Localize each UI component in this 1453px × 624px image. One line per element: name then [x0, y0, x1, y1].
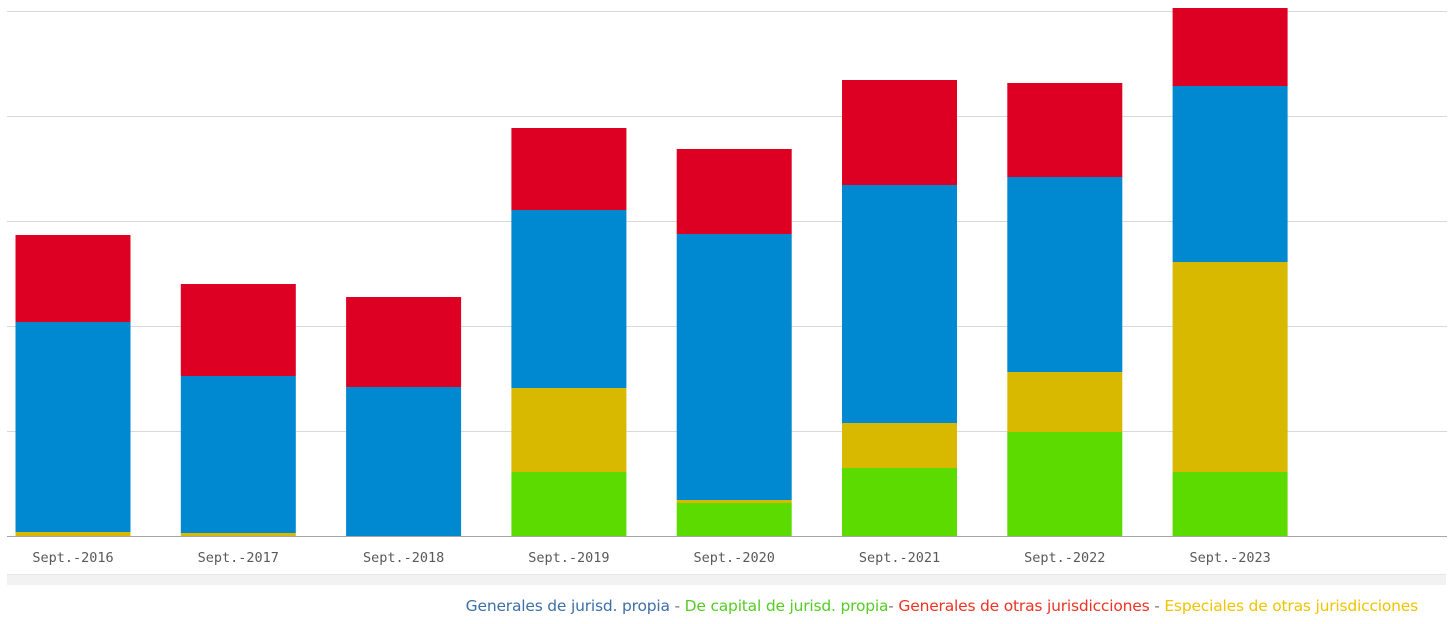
bar-stack[interactable] [180, 284, 296, 536]
legend: Generales de jurisd. propia - De capital… [465, 597, 1419, 615]
bar-segment[interactable] [676, 500, 792, 503]
x-tick-label: Sept.-2018 [363, 550, 444, 566]
legend-entry: - [669, 597, 685, 615]
bar-segment[interactable] [511, 210, 627, 388]
legend-entry: De capital de jurisd. propia [684, 597, 889, 615]
stacked-bar-chart: Sept.-2016 Sept.-2017 Sept.-2018 Sept.-2019… [7, 8, 1447, 566]
legend-entry: Generales de jurisd. propia [465, 597, 670, 615]
legend-entry: Generales de otras jurisdicciones [898, 597, 1150, 615]
bar-stack[interactable] [1172, 8, 1288, 536]
bar-segment[interactable] [842, 423, 957, 468]
x-tick-label: Sept.-2022 [1024, 550, 1105, 566]
bar-segment[interactable] [180, 284, 296, 376]
x-axis-tick-labels: Sept.-2016 Sept.-2017 Sept.-2018 Sept.-2019… [32, 550, 1270, 566]
bar-segment[interactable] [676, 234, 792, 500]
bar-segment[interactable] [676, 503, 792, 536]
bar-segment[interactable] [1007, 372, 1123, 432]
x-tick-label: Sept.-2017 [198, 550, 279, 566]
bar-segment[interactable] [842, 185, 957, 423]
bar-segment[interactable] [346, 387, 462, 536]
bar-segment[interactable] [346, 297, 462, 387]
x-tick-label: Sept.-2019 [528, 550, 609, 566]
bar-segment[interactable] [842, 80, 957, 185]
bar-segment[interactable] [842, 468, 957, 536]
bar-segment[interactable] [1007, 83, 1123, 177]
bar-segment[interactable] [511, 388, 627, 472]
bar-segment[interactable] [1172, 8, 1288, 86]
bar-stack[interactable] [346, 297, 462, 536]
bar-segment[interactable] [180, 376, 296, 533]
bar-segment[interactable] [1172, 262, 1288, 472]
bars [15, 8, 1288, 536]
bar-segment[interactable] [676, 149, 792, 234]
bar-segment[interactable] [15, 322, 131, 532]
bar-segment[interactable] [15, 235, 131, 322]
bar-stack[interactable] [842, 80, 957, 536]
legend-entry: - [888, 597, 899, 615]
x-tick-label: Sept.-2020 [694, 550, 775, 566]
bar-stack[interactable] [15, 235, 131, 536]
bar-stack[interactable] [511, 128, 627, 536]
bar-segment[interactable] [15, 532, 131, 536]
x-tick-label: Sept.-2023 [1189, 550, 1270, 566]
x-tick-label: Sept.-2021 [859, 550, 940, 566]
bar-segment[interactable] [511, 472, 627, 536]
bar-segment[interactable] [1172, 86, 1288, 262]
legend-entry: Especiales de otras jurisdicciones [1164, 597, 1418, 615]
bar-segment[interactable] [180, 533, 296, 536]
bar-stack[interactable] [676, 149, 792, 536]
legend-entry: - [1149, 597, 1165, 615]
bar-segment[interactable] [511, 128, 627, 210]
chart-scrollbar-track[interactable] [7, 574, 1446, 585]
bar-stack[interactable] [1007, 83, 1123, 536]
x-tick-label: Sept.-2016 [32, 550, 113, 566]
bar-segment[interactable] [1007, 432, 1123, 536]
bar-segment[interactable] [1007, 177, 1123, 372]
bar-segment[interactable] [1172, 472, 1288, 536]
